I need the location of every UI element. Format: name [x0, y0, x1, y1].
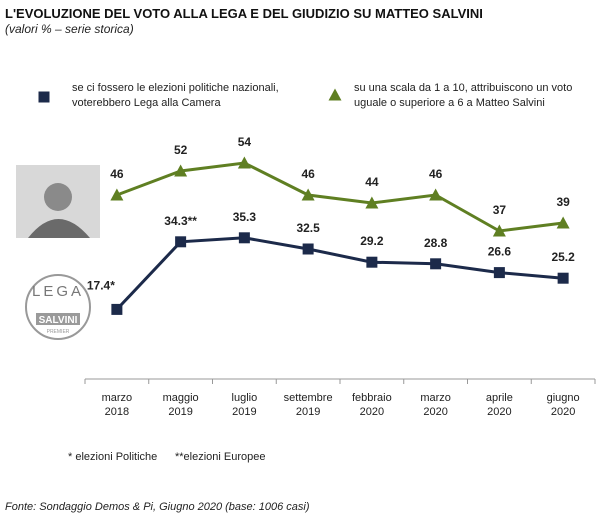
- data-label: 52: [174, 143, 188, 157]
- data-label: 46: [429, 167, 443, 181]
- x-tick-label: marzo: [420, 392, 451, 404]
- marker: [492, 224, 506, 237]
- chart-title: L'EVOLUZIONE DEL VOTO ALLA LEGA E DEL GI…: [5, 6, 483, 21]
- data-label: 44: [365, 175, 379, 189]
- data-label: 46: [301, 167, 315, 181]
- x-tick-label: settembre: [284, 392, 333, 404]
- source: Fonte: Sondaggio Demos & Pi, Giugno 2020…: [5, 501, 310, 513]
- note: **elezioni Europee: [175, 451, 266, 463]
- marker: [493, 267, 505, 279]
- x-tick-label: luglio: [232, 392, 258, 404]
- x-tick-label: 2020: [423, 406, 447, 418]
- legend-label: se ci fossero le elezioni politiche nazi…: [72, 82, 279, 109]
- marker: [556, 216, 570, 229]
- data-label: 37: [493, 203, 507, 217]
- data-label: 54: [238, 135, 252, 149]
- data-label: 25.2: [551, 250, 575, 264]
- x-tick-label: giugno: [547, 392, 580, 404]
- data-label: 17.4*: [87, 278, 115, 292]
- logo-text: LEGA: [32, 283, 84, 300]
- marker: [111, 303, 123, 315]
- marker: [174, 164, 188, 177]
- note: * elezioni Politiche: [68, 451, 157, 463]
- marker: [237, 156, 251, 169]
- marker: [365, 196, 379, 209]
- data-label: 32.5: [296, 221, 320, 235]
- x-tick-label: maggio: [163, 392, 199, 404]
- x-tick-label: 2018: [105, 406, 129, 418]
- legend-marker: [328, 88, 342, 101]
- marker: [301, 188, 315, 201]
- marker: [302, 243, 314, 255]
- chart-subtitle: (valori % – serie storica): [5, 22, 134, 36]
- marker: [110, 188, 124, 201]
- x-tick-label: 2019: [232, 406, 256, 418]
- data-label: 26.6: [488, 245, 512, 259]
- marker: [429, 188, 443, 201]
- marker: [366, 256, 378, 268]
- logo-band: [36, 313, 80, 325]
- logo-caption: PREMIER: [47, 329, 70, 335]
- logo-subtext: SALVINI: [39, 315, 78, 326]
- x-tick-label: 2020: [487, 406, 511, 418]
- x-tick-label: 2019: [168, 406, 192, 418]
- x-tick-label: 2020: [360, 406, 384, 418]
- x-tick-label: 2019: [296, 406, 320, 418]
- x-tick-label: aprile: [486, 392, 513, 404]
- marker: [430, 258, 442, 270]
- data-label: 28.8: [424, 236, 448, 250]
- x-tick-label: 2020: [551, 406, 575, 418]
- data-label: 34.3**: [164, 214, 197, 228]
- photo-body: [28, 219, 90, 238]
- x-tick-label: febbraio: [352, 392, 392, 404]
- marker: [557, 272, 569, 284]
- data-label: 46: [110, 167, 124, 181]
- series-line: [116, 161, 564, 233]
- marker: [175, 236, 187, 248]
- data-label: 39: [556, 195, 570, 209]
- marker: [238, 232, 250, 244]
- x-tick-label: marzo: [102, 392, 133, 404]
- photo-head: [44, 183, 72, 211]
- series-line: [115, 236, 564, 311]
- data-label: 29.2: [360, 234, 384, 248]
- legend-label: su una scala da 1 a 10, attribuiscono un…: [354, 82, 573, 109]
- legend-marker: [38, 91, 50, 103]
- data-label: 35.3: [233, 210, 257, 224]
